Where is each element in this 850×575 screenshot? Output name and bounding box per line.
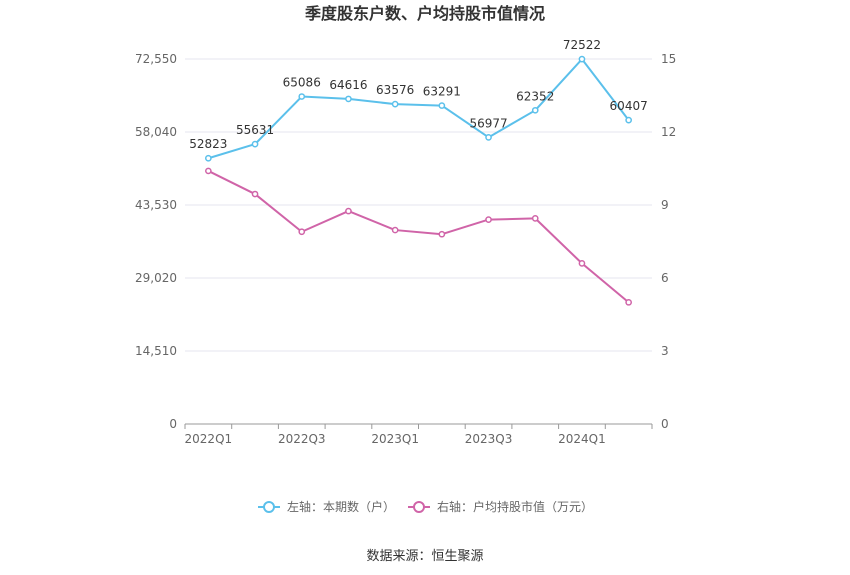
left-y-tick-label: 58,040: [135, 125, 177, 139]
data-label: 55631: [236, 123, 274, 137]
data-point[interactable]: [531, 106, 539, 114]
chart-title: 季度股东户数、户均持股市值情况: [304, 4, 545, 23]
right-y-tick-label: 6: [661, 271, 669, 285]
data-point[interactable]: [578, 260, 586, 267]
data-point[interactable]: [298, 93, 306, 100]
data-point[interactable]: [205, 154, 212, 162]
right-y-tick-label: 12: [661, 125, 676, 139]
data-point[interactable]: [391, 226, 399, 234]
legend-item-2[interactable]: 右轴：户均持股市值（万元）: [437, 499, 593, 514]
x-tick-label: 2022Q3: [278, 432, 326, 446]
data-label: 63576: [376, 83, 414, 97]
x-tick-label: 2024Q1: [558, 432, 606, 446]
x-tick-label: 2023Q1: [371, 432, 419, 446]
data-labels: 52823 55631 65086 64616 63576 63291 56977 62352…: [189, 38, 647, 151]
axes: 0 0 14,510 3 29,020 6 43,530 9 58,040 12 72,550 15 2…: [135, 52, 676, 446]
data-label: 65086: [283, 76, 321, 90]
data-point[interactable]: [251, 140, 259, 148]
x-tick-label: 2023Q3: [465, 432, 513, 446]
data-point[interactable]: [625, 116, 633, 124]
legend-item-1[interactable]: 左轴：本期数（户）: [287, 499, 395, 514]
x-tick-label: 2022Q1: [185, 432, 233, 446]
data-label: 72522: [563, 38, 601, 52]
series-line-2: [207, 170, 630, 304]
data-label: 60407: [610, 99, 648, 113]
right-y-tick-label: 15: [661, 52, 676, 66]
legend-marker: [263, 501, 275, 513]
data-point[interactable]: [438, 230, 446, 238]
data-point[interactable]: [625, 298, 633, 306]
left-y-tick-label: 14,510: [135, 344, 177, 358]
data-label: 64616: [329, 78, 367, 92]
right-y-tick-label: 0: [661, 417, 669, 431]
data-label: 56977: [469, 116, 507, 130]
data-point[interactable]: [485, 133, 492, 141]
data-point[interactable]: [391, 100, 399, 108]
data-point[interactable]: [345, 207, 352, 215]
data-label: 52823: [189, 137, 227, 151]
data-point[interactable]: [531, 215, 539, 222]
data-point[interactable]: [578, 55, 586, 63]
legend-marker: [413, 501, 425, 513]
series: [205, 55, 633, 306]
left-y-tick-label: 72,550: [135, 52, 177, 66]
right-y-tick-label: 3: [661, 344, 669, 358]
data-point[interactable]: [438, 102, 446, 109]
legend[interactable]: 左轴：本期数（户） 右轴：户均持股市值（万元）: [258, 499, 593, 514]
data-point[interactable]: [298, 228, 306, 236]
source-note: 数据来源：恒生聚源: [366, 549, 483, 564]
left-y-tick-label: 29,020: [135, 271, 177, 285]
data-label: 62352: [516, 89, 554, 103]
data-label: 63291: [423, 85, 461, 99]
left-y-tick-label: 43,530: [135, 198, 177, 212]
right-y-tick-label: 9: [661, 198, 669, 212]
data-point[interactable]: [345, 95, 352, 103]
left-y-tick-label: 0: [169, 417, 177, 431]
series-line-1: [208, 58, 630, 160]
data-point[interactable]: [205, 167, 212, 175]
data-point[interactable]: [251, 190, 259, 198]
data-point[interactable]: [485, 216, 492, 223]
grid: [185, 58, 652, 352]
